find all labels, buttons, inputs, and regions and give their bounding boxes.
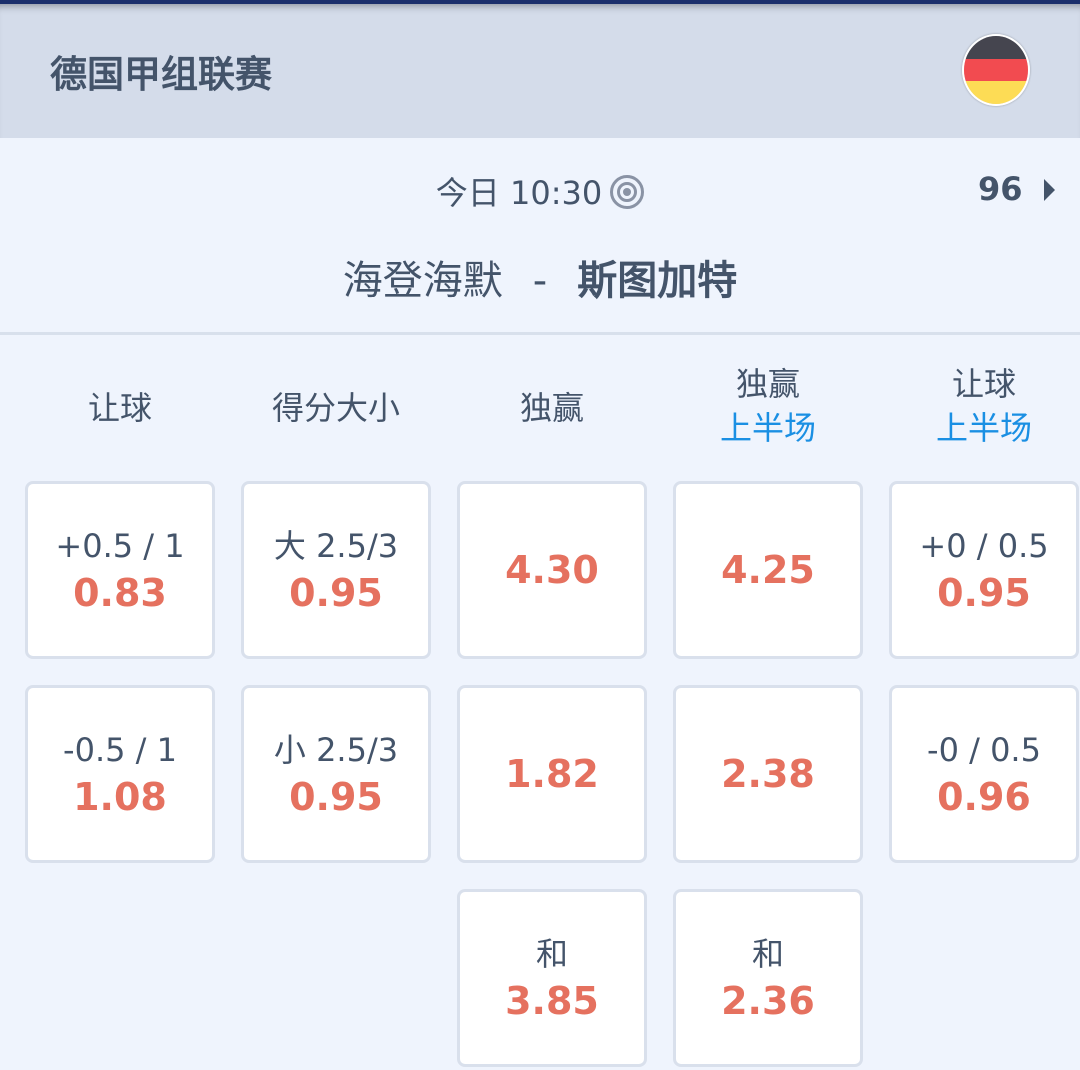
column-header: 独赢 上半场 [660, 362, 876, 450]
column-title: 让球 [951, 365, 1016, 403]
odds-button[interactable]: +0.5 / 1 0.83 [25, 481, 215, 659]
odds-line: -0 / 0.5 [927, 731, 1041, 769]
league-header[interactable]: 德国甲组联赛 [0, 4, 1080, 138]
odds-button[interactable]: 2.38 [673, 685, 863, 863]
column-subtitle: 上半场 [935, 409, 1032, 447]
column-header: 独赢 [444, 386, 660, 430]
team-separator: - [532, 258, 548, 304]
odds-value: 2.36 [721, 979, 815, 1023]
odds-button[interactable]: 和 3.85 [457, 889, 647, 1067]
odds-value: 4.30 [505, 548, 599, 592]
home-team: 海登海默 [342, 258, 503, 304]
odds-button[interactable]: 小 2.5/3 0.95 [241, 685, 431, 863]
odds-button[interactable]: 4.30 [457, 481, 647, 659]
column-title: 独赢 [519, 389, 584, 427]
column-header: 让球 [12, 386, 228, 430]
match-time: 今日 10:30 [0, 168, 1080, 214]
odds-value: 1.82 [505, 752, 599, 796]
column-header: 让球 上半场 [876, 362, 1080, 450]
odds-value: 4.25 [721, 548, 815, 592]
odds-button[interactable]: 大 2.5/3 0.95 [241, 481, 431, 659]
chevron-right-icon[interactable] [1044, 179, 1055, 201]
odds-line: 和 [751, 935, 784, 973]
odds-value: 0.95 [937, 571, 1031, 615]
odds-button[interactable]: +0 / 0.5 0.95 [889, 481, 1079, 659]
odds-value: 0.95 [289, 775, 383, 819]
odds-button[interactable]: 1.82 [457, 685, 647, 863]
odds-value: 2.38 [721, 752, 815, 796]
odds-button[interactable]: -0.5 / 1 1.08 [25, 685, 215, 863]
odds-value: 0.96 [937, 775, 1031, 819]
odds-value: 0.95 [289, 571, 383, 615]
live-target-icon [610, 175, 645, 209]
column-title: 让球 [87, 389, 152, 427]
column-title: 独赢 [735, 365, 800, 403]
status-bar-edge [0, 0, 1080, 4]
odds-line: 大 2.5/3 [273, 527, 399, 565]
odds-button[interactable]: -0 / 0.5 0.96 [889, 685, 1079, 863]
more-markets-count[interactable]: 96 [978, 170, 1023, 208]
match-time-text: 今日 10:30 [435, 174, 603, 212]
germany-flag-icon [962, 34, 1030, 106]
odds-button[interactable]: 4.25 [673, 481, 863, 659]
column-subtitle: 上半场 [719, 409, 816, 447]
odds-line: +0 / 0.5 [919, 527, 1049, 565]
league-title: 德国甲组联赛 [50, 53, 272, 96]
odds-button[interactable]: 和 2.36 [673, 889, 863, 1067]
divider [0, 332, 1080, 335]
odds-line: +0.5 / 1 [55, 527, 185, 565]
away-team: 斯图加特 [577, 258, 738, 304]
column-title: 得分大小 [271, 389, 400, 427]
odds-value: 3.85 [505, 979, 599, 1023]
odds-line: 小 2.5/3 [273, 731, 399, 769]
column-header: 得分大小 [228, 386, 444, 430]
odds-value: 0.83 [73, 571, 167, 615]
odds-value: 1.08 [73, 775, 167, 819]
odds-line: 和 [535, 935, 568, 973]
odds-line: -0.5 / 1 [63, 731, 177, 769]
match-teams: 海登海默 - 斯图加特 [0, 248, 1080, 306]
